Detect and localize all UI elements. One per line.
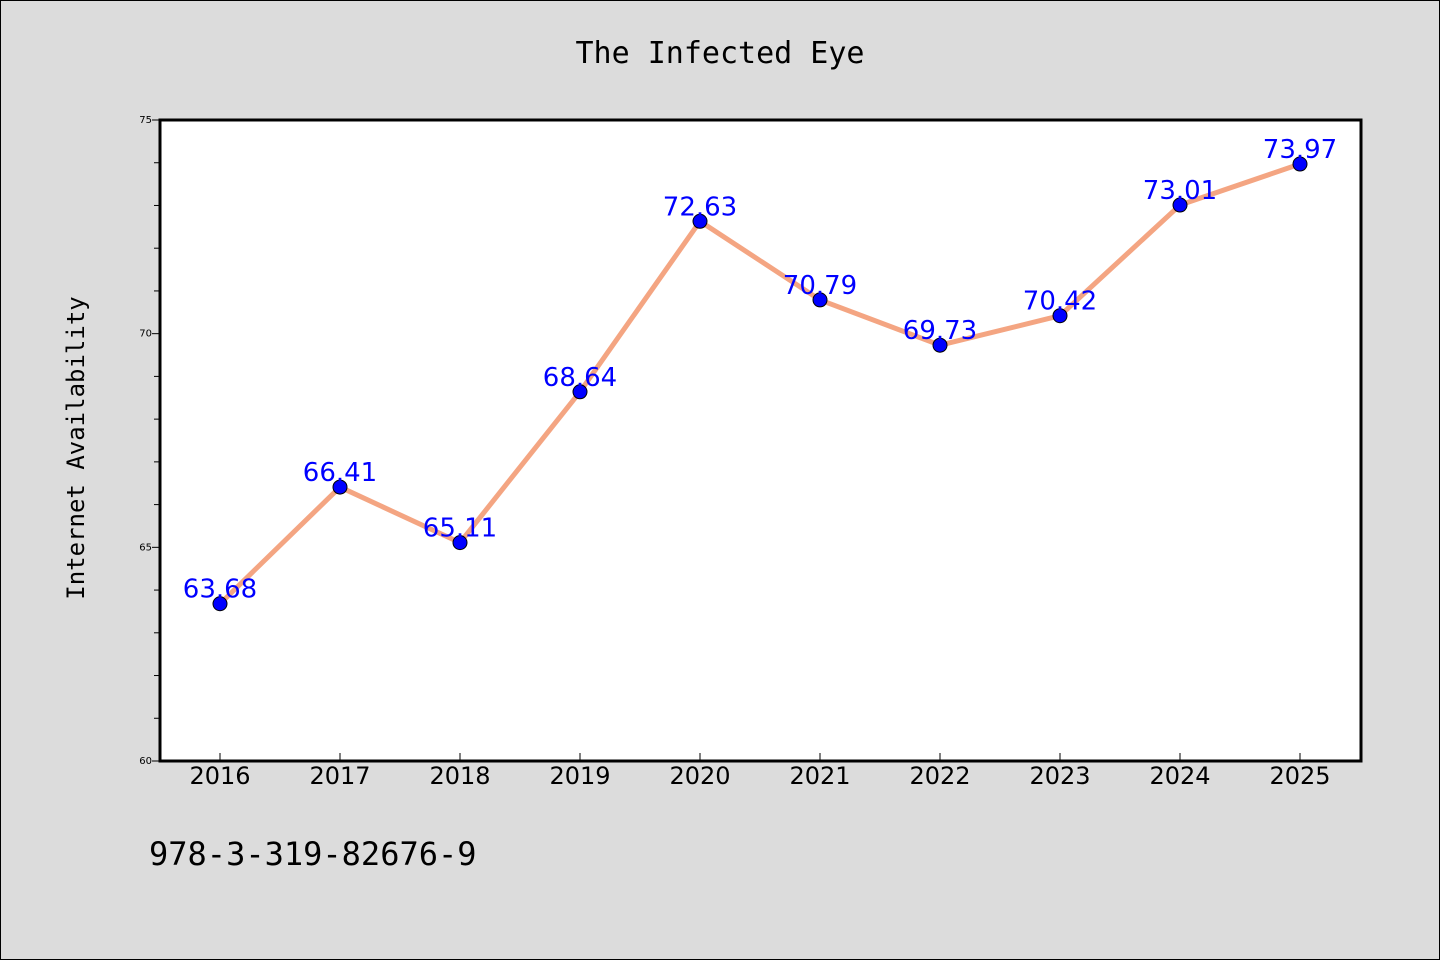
x-tick-label: 2019 xyxy=(549,762,610,790)
data-labels: 63.68 66.41 65.11 68.64 72.63 70.79 69.73 70.42… xyxy=(183,135,1337,605)
chart-title: The Infected Eye xyxy=(576,36,865,71)
y-tick-label: 65 xyxy=(139,542,152,553)
plot-area xyxy=(158,118,1363,763)
data-label: 70.79 xyxy=(783,271,857,301)
x-tick-label: 2018 xyxy=(429,762,490,790)
y-tick-label: 60 xyxy=(139,756,152,767)
x-tick-label: 2021 xyxy=(789,762,850,790)
data-label: 73.97 xyxy=(1263,135,1337,165)
data-label: 66.41 xyxy=(303,458,377,488)
x-tick-label: 2016 xyxy=(189,762,250,790)
x-tick-label: 2024 xyxy=(1149,762,1210,790)
data-point xyxy=(812,292,828,308)
data-label: 70.42 xyxy=(1023,287,1097,317)
x-tick-label: 2017 xyxy=(309,762,370,790)
data-series xyxy=(212,156,1308,612)
data-label: 63.68 xyxy=(183,575,257,605)
data-point xyxy=(212,596,228,612)
y-tick-label: 70 xyxy=(139,329,152,340)
data-point xyxy=(932,337,948,353)
data-point xyxy=(572,384,588,400)
data-label: 68.64 xyxy=(543,363,617,393)
data-label: 73.01 xyxy=(1143,176,1217,206)
data-point xyxy=(332,479,348,495)
data-label: 72.63 xyxy=(663,192,737,222)
y-axis: 60 65 70 75 xyxy=(139,115,160,767)
x-tick-label: 2025 xyxy=(1269,762,1330,790)
x-tick-label: 2020 xyxy=(669,762,730,790)
data-point xyxy=(452,535,468,551)
data-point xyxy=(692,213,708,229)
x-axis: 2016 2017 2018 2019 2020 2021 2022 2023 2024 2025 xyxy=(189,753,1331,790)
x-tick-label: 2023 xyxy=(1029,762,1090,790)
data-point xyxy=(1052,308,1068,324)
series-line xyxy=(217,161,1303,607)
data-point xyxy=(1292,156,1308,172)
data-label: 69.73 xyxy=(903,316,977,346)
data-label: 65.11 xyxy=(423,514,497,544)
data-point xyxy=(1172,197,1188,213)
y-tick-label: 75 xyxy=(139,115,152,126)
y-axis-label: Internet Availability xyxy=(62,296,90,599)
isbn-footnote: 978-3-319-82676-9 xyxy=(149,835,477,873)
x-tick-label: 2022 xyxy=(909,762,970,790)
